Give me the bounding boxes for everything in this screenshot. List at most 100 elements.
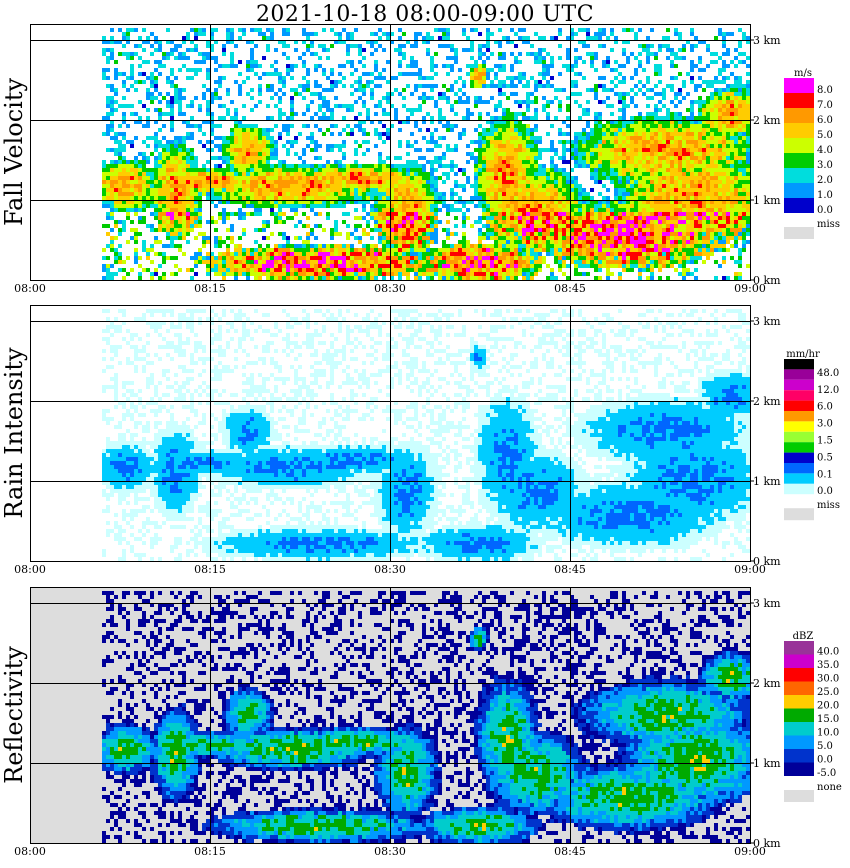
echo-cell bbox=[366, 72, 370, 76]
echo-cell bbox=[226, 32, 230, 36]
echo-cell bbox=[606, 124, 610, 128]
echo-cell bbox=[158, 112, 162, 116]
echo-cell bbox=[438, 108, 442, 112]
echo-cell bbox=[262, 196, 266, 200]
echo-cell bbox=[434, 236, 438, 240]
echo-cell bbox=[470, 156, 474, 160]
echo-cell bbox=[602, 252, 606, 256]
echo-cell bbox=[238, 88, 242, 92]
echo-cell bbox=[602, 156, 606, 160]
echo-cell bbox=[214, 204, 218, 208]
echo-cell bbox=[174, 220, 178, 224]
echo-cell bbox=[362, 276, 366, 280]
echo-cell bbox=[506, 196, 510, 200]
echo-cell bbox=[534, 208, 538, 212]
echo-cell bbox=[138, 100, 142, 104]
echo-cell bbox=[618, 204, 622, 208]
echo-cell bbox=[226, 136, 230, 140]
echo-cell bbox=[226, 156, 230, 160]
echo-cell bbox=[146, 36, 150, 40]
echo-cell bbox=[358, 176, 362, 180]
echo-cell bbox=[378, 264, 382, 268]
echo-cell bbox=[494, 208, 498, 212]
echo-cell bbox=[206, 104, 210, 108]
echo-cell bbox=[314, 244, 318, 248]
echo-cell bbox=[410, 164, 414, 168]
echo-cell bbox=[554, 256, 558, 260]
echo-cell bbox=[158, 116, 162, 120]
echo-cell bbox=[514, 268, 518, 272]
echo-cell bbox=[602, 100, 606, 104]
echo-cell bbox=[442, 272, 446, 276]
echo-cell bbox=[134, 240, 138, 244]
echo-cell bbox=[450, 64, 454, 68]
echo-cell bbox=[490, 204, 494, 208]
echo-cell bbox=[382, 108, 386, 112]
echo-cell bbox=[346, 268, 350, 272]
echo-cell bbox=[430, 120, 434, 124]
echo-cell bbox=[258, 148, 262, 152]
echo-cell bbox=[478, 256, 482, 260]
echo-cell bbox=[262, 160, 266, 164]
echo-cell bbox=[558, 264, 562, 268]
echo-cell bbox=[378, 164, 382, 168]
echo-cell bbox=[482, 76, 486, 80]
echo-cell bbox=[462, 244, 466, 248]
echo-cell bbox=[538, 60, 542, 64]
echo-cell bbox=[526, 168, 530, 172]
echo-cell bbox=[106, 200, 110, 204]
echo-cell bbox=[374, 172, 378, 176]
echo-cell bbox=[538, 140, 542, 144]
echo-cell bbox=[286, 148, 290, 152]
echo-cell bbox=[622, 240, 626, 244]
echo-cell bbox=[282, 232, 286, 236]
echo-cell bbox=[454, 216, 458, 220]
echo-cell bbox=[414, 208, 418, 212]
echo-cell bbox=[350, 200, 354, 204]
echo-cell bbox=[578, 256, 582, 260]
echo-cell bbox=[378, 220, 382, 224]
echo-cell bbox=[450, 256, 454, 260]
echo-cell bbox=[102, 248, 106, 252]
echo-cell bbox=[350, 44, 354, 48]
echo-cell bbox=[302, 240, 306, 244]
echo-cell bbox=[278, 168, 282, 172]
echo-cell bbox=[374, 268, 378, 272]
echo-cell bbox=[138, 196, 142, 200]
echo-cell bbox=[246, 128, 250, 132]
echo-cell bbox=[618, 264, 622, 268]
echo-cell bbox=[178, 196, 182, 200]
echo-cell bbox=[426, 252, 430, 256]
echo-cell bbox=[230, 140, 234, 144]
echo-cell bbox=[402, 72, 406, 76]
echo-cell bbox=[382, 240, 386, 244]
echo-cell bbox=[234, 152, 238, 156]
echo-cell bbox=[230, 52, 234, 56]
echo-cell bbox=[590, 60, 594, 64]
echo-cell bbox=[234, 180, 238, 184]
echo-cell bbox=[198, 260, 202, 264]
echo-cell bbox=[294, 204, 298, 208]
echo-cell bbox=[182, 164, 186, 168]
echo-cell bbox=[378, 180, 382, 184]
echo-cell bbox=[150, 168, 154, 172]
echo-cell bbox=[438, 176, 442, 180]
echo-cell bbox=[334, 124, 338, 128]
echo-cell bbox=[374, 276, 378, 280]
echo-cell bbox=[358, 216, 362, 220]
echo-cell bbox=[454, 260, 458, 264]
echo-cell bbox=[606, 256, 610, 260]
echo-cell bbox=[486, 224, 490, 228]
echo-cell bbox=[574, 220, 578, 224]
echo-cell bbox=[114, 148, 118, 152]
echo-cell bbox=[610, 168, 614, 172]
echo-cell bbox=[374, 272, 378, 276]
echo-cell bbox=[630, 128, 634, 132]
echo-cell bbox=[126, 40, 130, 44]
echo-cell bbox=[242, 232, 246, 236]
echo-cell bbox=[518, 260, 522, 264]
echo-cell bbox=[102, 160, 106, 164]
echo-cell bbox=[346, 180, 350, 184]
echo-cell bbox=[506, 120, 510, 124]
echo-cell bbox=[214, 244, 218, 248]
